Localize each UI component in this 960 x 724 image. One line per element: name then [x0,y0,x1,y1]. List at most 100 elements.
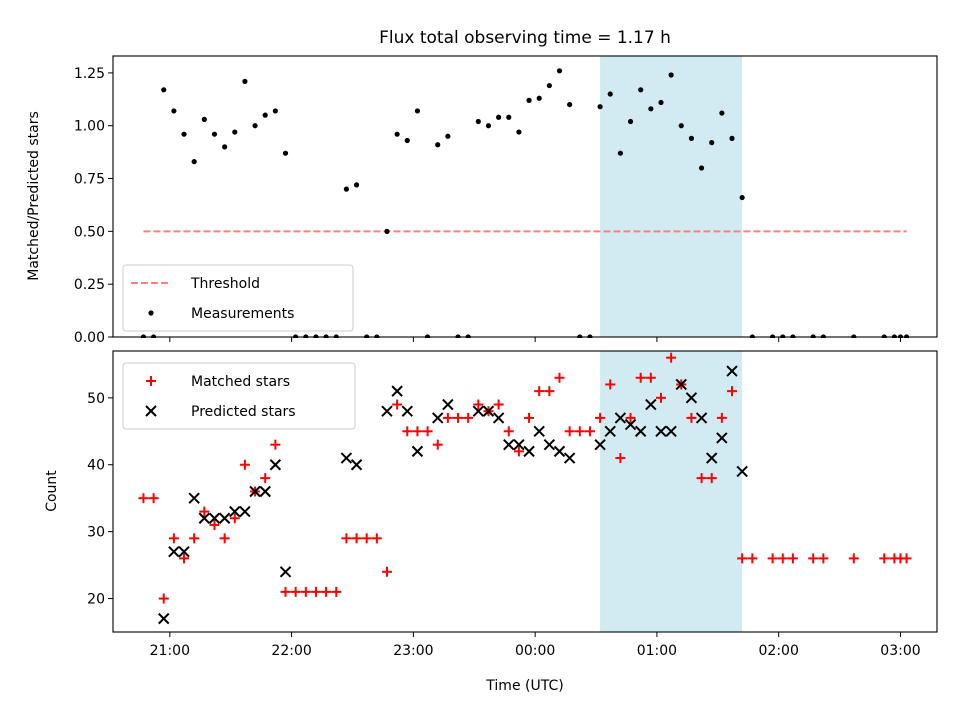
x-tick-label: 21:00 [150,643,190,659]
data-point [777,553,788,564]
legend-predicted-swatch [145,405,157,417]
data-point [252,123,258,129]
shaded-span [600,56,743,337]
x-tick-label: 02:00 [759,643,799,659]
data-point [686,412,697,423]
data-point [371,533,382,544]
data-point [655,392,666,403]
data-point [361,533,372,544]
data-point [485,123,492,129]
plot-frame [112,55,938,338]
data-point [503,438,515,451]
data-point [496,114,502,120]
data-point [666,352,677,363]
data-point [706,473,717,484]
series-predicted-stars [158,365,748,625]
data-point [414,108,421,114]
data-point [698,165,705,171]
data-point [270,439,281,450]
data-point [617,150,623,156]
data-point [353,182,360,188]
data-point [442,412,453,423]
y-tick-label: 0.25 [74,277,105,293]
data-point [818,553,829,564]
data-point [463,412,474,423]
data-point [411,445,424,458]
data-point [645,398,657,411]
data-point [211,131,218,137]
data-point [524,412,535,423]
data-point [492,412,505,424]
data-point [543,438,556,451]
data-point [262,112,268,118]
data-point [280,586,291,597]
data-point [648,106,654,112]
data-point [607,91,613,97]
data-point [350,459,363,471]
data-point [198,512,211,524]
data-point [435,142,441,148]
data-point [767,553,778,564]
top-panel: Flux total observing time = 1.17 h 0.000… [26,28,938,346]
data-point [625,412,636,423]
data-point [526,97,532,103]
data-point [472,405,485,417]
data-point [381,405,393,417]
legend-label: Measurements [191,306,294,322]
data-point [736,465,748,478]
x-tick-label: 23:00 [393,643,433,659]
data-point [432,412,444,424]
data-point [513,438,525,451]
data-point [412,426,423,437]
data-point [392,399,403,410]
data-point [482,405,495,417]
series-matched-stars [138,352,912,604]
data-point [658,99,664,106]
data-point [726,365,738,377]
data-point [665,425,677,437]
y-tick-label: 1.00 [74,119,105,135]
data-point [564,426,575,437]
x-tick-label: 01:00 [637,643,677,659]
data-point [381,566,392,577]
data-point [218,512,231,524]
data-point [282,150,289,156]
data-point [310,586,321,597]
data-point [706,452,718,464]
data-point [161,87,167,93]
legend: Matched stars Predicted stars [122,362,356,430]
data-point [239,505,251,518]
bottom-plot-area: 20 30 40 50 21:00 22:00 23:00 00:00 01:00 02:00 03… [87,350,938,659]
data-point [604,425,616,437]
data-point [229,505,241,518]
data-point [168,533,179,544]
data-point [716,412,727,423]
data-point [615,453,626,464]
data-point [688,135,695,141]
data-point [391,385,403,397]
data-point [422,426,433,437]
data-point [554,372,565,383]
x-tick-label: 00:00 [515,643,555,659]
data-point [536,95,542,101]
data-point [879,553,890,564]
legend-label: Predicted stars [191,404,296,420]
data-point [605,379,616,390]
data-point [475,118,481,125]
data-point [402,426,413,437]
x-tick-label: 03:00 [880,643,920,659]
data-point [222,144,228,150]
y-tick-label: 0.00 [74,330,105,346]
data-point [614,412,627,424]
data-point [696,473,707,484]
data-point [239,459,250,470]
data-point [138,493,149,504]
y-tick-label: 1.25 [74,66,105,82]
data-point [695,412,708,424]
data-point [242,78,248,84]
x-axis-label: Time (UTC) [485,678,563,694]
data-point [556,68,563,74]
data-point [279,566,292,578]
data-point [685,392,698,404]
